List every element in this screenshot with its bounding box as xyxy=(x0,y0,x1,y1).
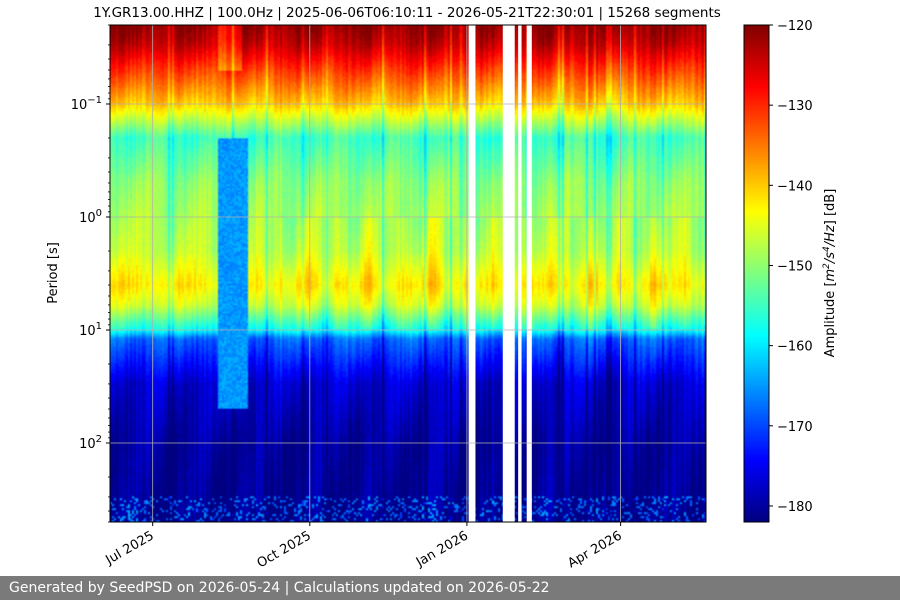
colorbar-tick-label-1: −130 xyxy=(777,99,813,114)
data-gap-2 xyxy=(518,25,522,522)
x-tick-label-0: Jul 2025 xyxy=(103,528,157,568)
colorbar-tick-label-3: −150 xyxy=(777,259,813,274)
heatmap-image xyxy=(110,25,706,522)
data-gaps xyxy=(468,25,532,522)
data-gap-0 xyxy=(468,25,476,522)
psd-chart: 1Y.GR13.00.HHZ | 100.0Hz | 2025-06-06T06… xyxy=(46,5,838,571)
y-tick-label-0: 10−1 xyxy=(71,95,102,113)
colorbar xyxy=(743,24,770,523)
colorbar-ticks: −120 −130 −140 −150 −160 −170 −180 xyxy=(769,19,813,515)
colorbar-tick-label-2: −140 xyxy=(777,179,813,194)
y-tick-label-2: 101 xyxy=(79,321,102,339)
spectrogram-heatmap xyxy=(110,25,706,522)
y-tick-label-3: 102 xyxy=(79,434,102,452)
grid-lines xyxy=(110,25,706,522)
data-gap-1 xyxy=(502,25,515,522)
y-axis-label: Period [s] xyxy=(46,242,61,304)
colorbar-label: Amplitude [m2/s4/Hz] [dB] xyxy=(822,189,838,358)
colorbar-tick-label-6: −180 xyxy=(777,500,813,515)
colorbar-tick-label-0: −120 xyxy=(777,19,813,34)
x-tick-label-2: Jan 2026 xyxy=(413,528,471,570)
x-tick-label-1: Oct 2025 xyxy=(255,528,314,571)
colorbar-tick-label-5: −170 xyxy=(777,420,813,435)
y-tick-label-1: 100 xyxy=(79,208,102,226)
x-tick-label-3: Apr 2026 xyxy=(565,528,624,571)
footer-bar: Generated by SeedPSD on 2026-05-24 | Cal… xyxy=(0,576,900,600)
x-axis: Jul 2025 Oct 2025 Jan 2026 Apr 2026 xyxy=(103,522,625,571)
y-axis: 10−1 100 101 102 xyxy=(71,24,110,523)
chart-title: 1Y.GR13.00.HHZ | 100.0Hz | 2025-06-06T06… xyxy=(93,5,721,21)
colorbar-tick-label-4: −160 xyxy=(777,340,813,355)
data-gap-3 xyxy=(526,25,532,522)
plot-frame xyxy=(109,24,707,523)
